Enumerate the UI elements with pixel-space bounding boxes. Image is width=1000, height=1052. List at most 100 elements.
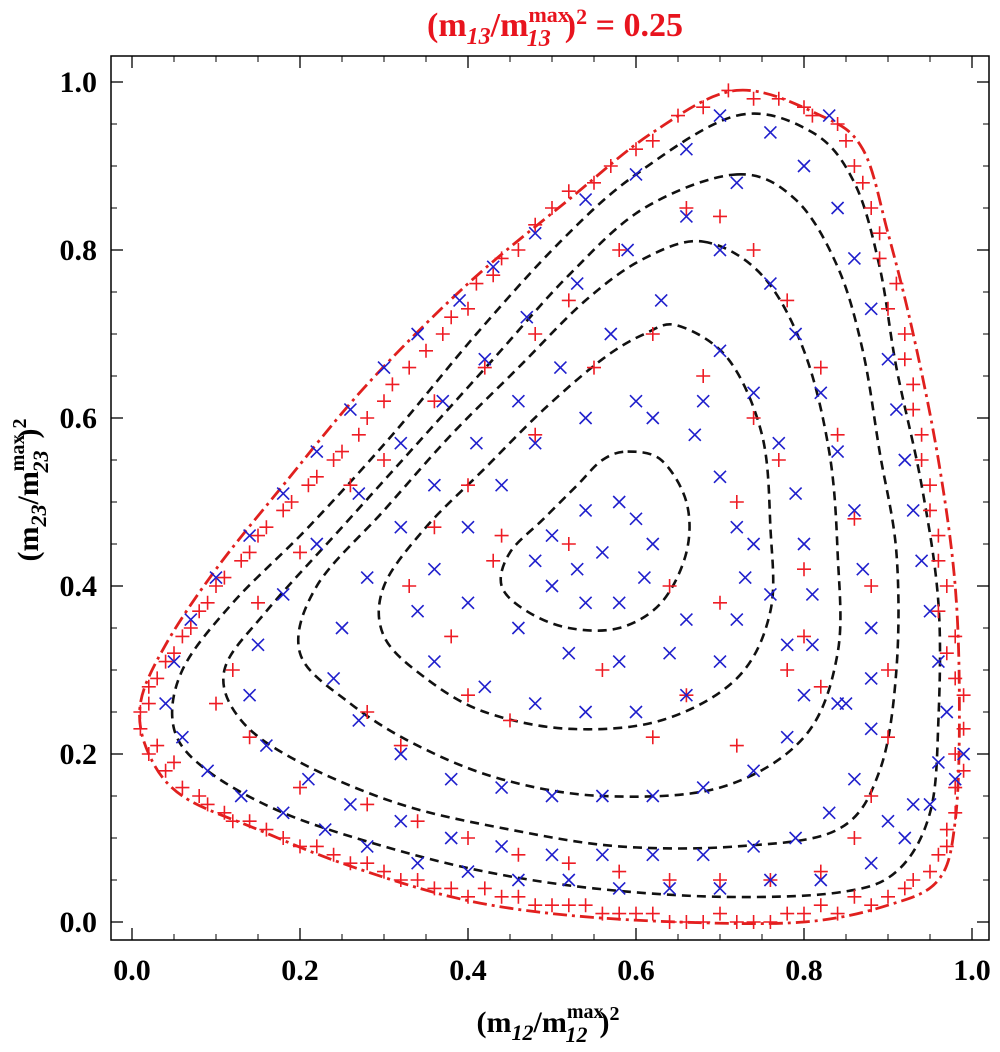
cross-marker [923,797,937,811]
plus-marker [595,663,610,677]
cross-marker [696,848,710,862]
cross-marker [528,226,542,240]
plus-marker [561,537,576,551]
plus-marker [427,881,442,896]
y-tick-label: 0.2 [60,738,98,771]
cross-marker [486,260,500,274]
cross-marker [713,344,727,358]
x-label-sup: max [567,1001,604,1023]
plus-marker [528,898,543,913]
plus-marker [872,226,887,241]
plus-marker [931,553,946,568]
cross-marker [495,478,509,492]
cross-marker [864,302,878,316]
cross-marker [579,705,593,719]
plus-marker [830,117,845,131]
cross-marker [637,571,651,585]
plus-marker [335,444,349,459]
cross-marker [310,445,324,459]
plus-marker [326,453,341,467]
cross-marker [352,487,366,501]
plus-marker [141,679,156,694]
x-tick-label: 0.4 [449,954,487,987]
plus-marker [923,864,937,879]
plus-marker [242,814,257,829]
cross-marker [629,705,643,719]
plus-marker [183,621,198,635]
plus-marker [293,780,307,795]
plus-marker [645,327,660,341]
plus-marker [645,906,660,921]
contour-5 [499,450,691,632]
cross-marker [184,613,198,627]
plus-marker [167,646,181,661]
cross-marker [318,823,332,837]
cross-marker [730,176,744,190]
cross-marker [276,587,290,601]
cross-marker [595,789,609,803]
plus-marker [780,293,795,308]
cross-marker [436,394,450,408]
plus-marker [948,780,963,795]
plus-marker [343,856,358,871]
cross-marker [763,277,777,291]
plus-marker [377,394,391,409]
cross-marker [570,562,584,576]
x-tick-label: 0.6 [617,954,655,987]
plus-marker [864,579,879,593]
cross-marker [948,772,962,786]
plus-marker [746,411,761,425]
cross-marker [343,797,357,811]
plus-marker [561,184,576,199]
plus-marker [872,251,887,266]
plus-marker [679,915,694,929]
cross-marker [251,638,265,652]
plus-marker [629,142,643,157]
cross-marker [360,571,374,585]
cross-marker [629,512,643,526]
cross-marker [545,848,559,862]
plus-marker [150,671,165,686]
cross-marker [797,159,811,173]
chart-title-power: 2 [576,4,587,29]
plus-marker [713,873,727,887]
cross-marker [327,671,341,685]
plus-marker [797,100,811,115]
chart-title-value: = 0.25 [587,7,683,44]
cross-marker [520,310,534,324]
plus-marker [511,243,526,257]
cross-marker [545,579,559,593]
plus-marker [293,839,307,854]
y-tick-label: 1.0 [60,66,98,99]
cross-marker [629,394,643,408]
plus-marker [486,553,501,568]
plus-marker [360,411,375,425]
cross-marker [713,109,727,123]
plus-marker [587,360,601,375]
plus-marker [696,100,711,115]
plus-marker [713,595,727,610]
x-label-sub1: 12 [511,1020,533,1045]
cross-marker [175,730,189,744]
cross-marker [789,487,803,501]
data-markers [133,83,971,929]
plus-marker [494,251,509,266]
plus-marker [217,805,232,820]
cross-marker [360,839,374,853]
plus-marker [511,847,526,862]
chart-title-mid: /m [490,7,529,44]
cross-marker [663,881,677,895]
cross-marker [621,243,635,257]
cross-marker [679,142,693,156]
plus-marker [931,604,946,619]
plus-marker [780,906,795,921]
cross-marker [713,470,727,484]
cross-marker [679,613,693,627]
cross-marker [923,604,937,618]
cross-marker [847,251,861,265]
cross-marker [839,697,853,711]
plus-marker [813,898,828,913]
cross-marker [629,167,643,181]
x-tick-label: 1.0 [953,954,991,987]
